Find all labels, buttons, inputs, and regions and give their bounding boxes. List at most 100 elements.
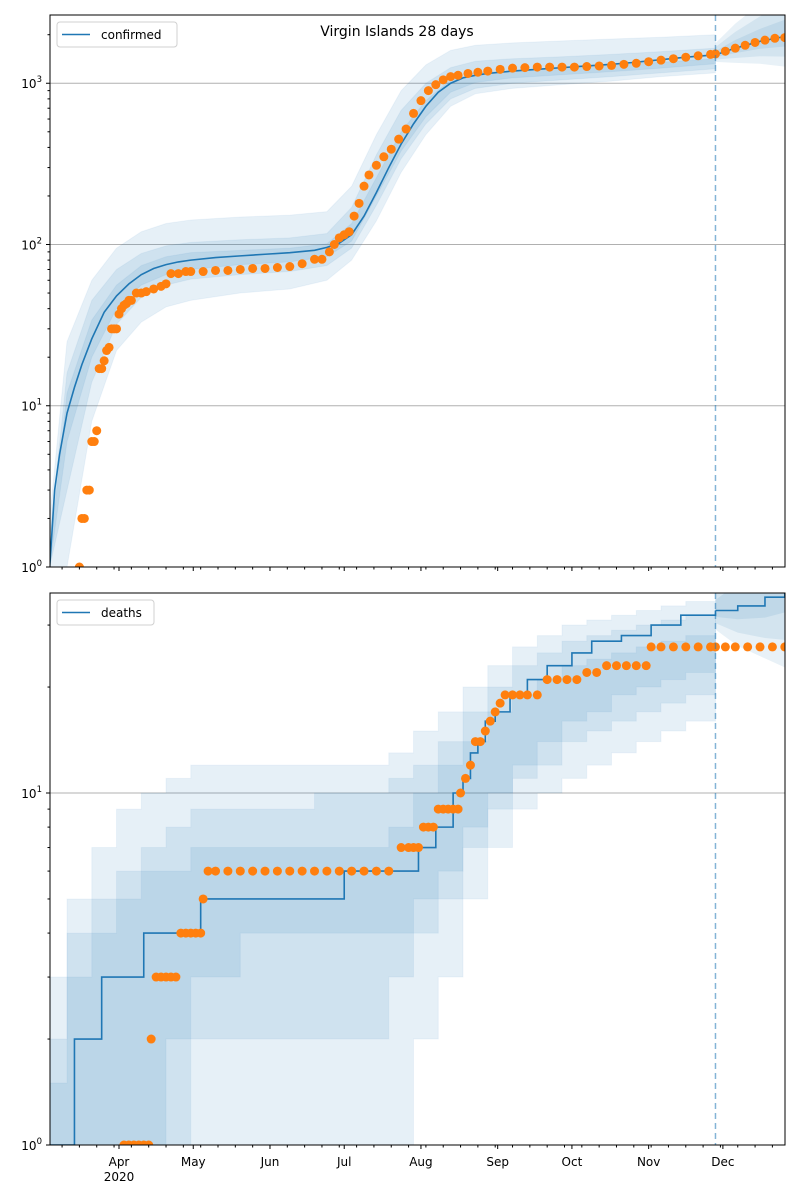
data-point bbox=[173, 269, 183, 279]
axes-frame bbox=[49, 14, 786, 568]
data-point bbox=[409, 108, 419, 118]
data-point bbox=[438, 75, 448, 85]
x-tick-sublabel: 2020 bbox=[104, 1170, 135, 1184]
data-point bbox=[552, 675, 562, 685]
observed-points-confirmed-observed bbox=[74, 33, 785, 567]
data-point bbox=[740, 40, 750, 50]
data-point bbox=[364, 170, 374, 180]
projection-band bbox=[715, 593, 785, 620]
data-point bbox=[235, 866, 245, 876]
data-point bbox=[196, 928, 206, 938]
data-point bbox=[211, 866, 221, 876]
data-point bbox=[171, 972, 181, 982]
data-point bbox=[386, 144, 396, 154]
data-point bbox=[260, 263, 270, 273]
data-point bbox=[500, 690, 510, 700]
data-point bbox=[92, 426, 102, 436]
x-tick-label: Apr bbox=[109, 1155, 130, 1169]
data-point bbox=[334, 866, 344, 876]
data-point bbox=[74, 562, 84, 567]
data-point bbox=[354, 198, 364, 208]
data-point bbox=[322, 866, 332, 876]
data-point bbox=[285, 866, 295, 876]
data-point bbox=[644, 57, 654, 67]
data-point bbox=[767, 642, 777, 652]
data-point bbox=[611, 661, 621, 671]
data-point bbox=[396, 843, 406, 853]
projection-band bbox=[715, 15, 785, 67]
data-point bbox=[453, 70, 463, 80]
data-point bbox=[359, 181, 369, 191]
y-tick-base: 10 bbox=[21, 238, 36, 252]
data-point bbox=[453, 804, 463, 814]
y-tick-label: 102 bbox=[21, 236, 42, 252]
x-tick-label: Nov bbox=[637, 1155, 660, 1169]
data-point bbox=[681, 52, 691, 62]
data-point bbox=[97, 364, 107, 374]
y-tick-exponent: 0 bbox=[37, 1137, 42, 1147]
chart-title: Virgin Islands 28 days bbox=[320, 24, 473, 40]
data-point bbox=[619, 59, 629, 69]
data-point bbox=[79, 513, 89, 523]
data-point bbox=[646, 642, 656, 652]
data-point bbox=[572, 675, 582, 685]
y-tick-base: 10 bbox=[21, 787, 36, 801]
data-point bbox=[317, 254, 327, 264]
data-point bbox=[272, 866, 282, 876]
data-point bbox=[594, 61, 604, 71]
data-point bbox=[126, 295, 136, 305]
data-point bbox=[248, 866, 258, 876]
data-point bbox=[710, 49, 720, 59]
y-tick-exponent: 1 bbox=[37, 398, 42, 408]
data-point bbox=[166, 269, 176, 279]
plot-area bbox=[50, 593, 785, 1145]
x-tick-label: Dec bbox=[711, 1155, 734, 1169]
data-point bbox=[104, 342, 114, 352]
data-point bbox=[416, 96, 426, 106]
data-point bbox=[780, 33, 785, 43]
data-point bbox=[161, 279, 171, 289]
data-point bbox=[532, 62, 542, 72]
data-point bbox=[272, 263, 282, 273]
x-tick-label: Oct bbox=[562, 1155, 583, 1169]
data-point bbox=[310, 866, 320, 876]
data-point bbox=[562, 675, 572, 685]
projection-band bbox=[715, 593, 785, 668]
data-point bbox=[508, 63, 518, 73]
x-tick-label: Jun bbox=[260, 1155, 280, 1169]
data-point bbox=[621, 661, 631, 671]
data-point bbox=[582, 62, 592, 72]
data-point bbox=[631, 58, 641, 68]
legend-box bbox=[56, 21, 178, 48]
data-point bbox=[473, 67, 483, 77]
data-point bbox=[668, 54, 678, 64]
legend: deaths bbox=[56, 599, 155, 626]
data-point bbox=[483, 66, 493, 76]
data-point bbox=[668, 642, 678, 652]
y-tick-base: 10 bbox=[21, 400, 36, 414]
x-tick-label: Sep bbox=[486, 1155, 509, 1169]
y-tick-label: 103 bbox=[21, 75, 42, 91]
data-point bbox=[490, 707, 500, 717]
data-point bbox=[248, 263, 258, 273]
data-point bbox=[112, 324, 122, 334]
data-point bbox=[297, 866, 307, 876]
data-point bbox=[461, 773, 470, 783]
data-point bbox=[384, 866, 394, 876]
data-point bbox=[770, 33, 780, 43]
data-point bbox=[324, 247, 334, 257]
data-point bbox=[602, 661, 612, 671]
data-point bbox=[495, 698, 505, 708]
data-point bbox=[656, 55, 666, 65]
data-point bbox=[515, 690, 525, 700]
data-point bbox=[631, 661, 641, 671]
data-point bbox=[495, 64, 505, 74]
data-point bbox=[641, 661, 651, 671]
data-point bbox=[186, 267, 196, 277]
data-point bbox=[475, 737, 485, 747]
data-point bbox=[285, 262, 295, 272]
y-tick-exponent: 3 bbox=[37, 75, 42, 85]
data-point bbox=[532, 690, 542, 700]
